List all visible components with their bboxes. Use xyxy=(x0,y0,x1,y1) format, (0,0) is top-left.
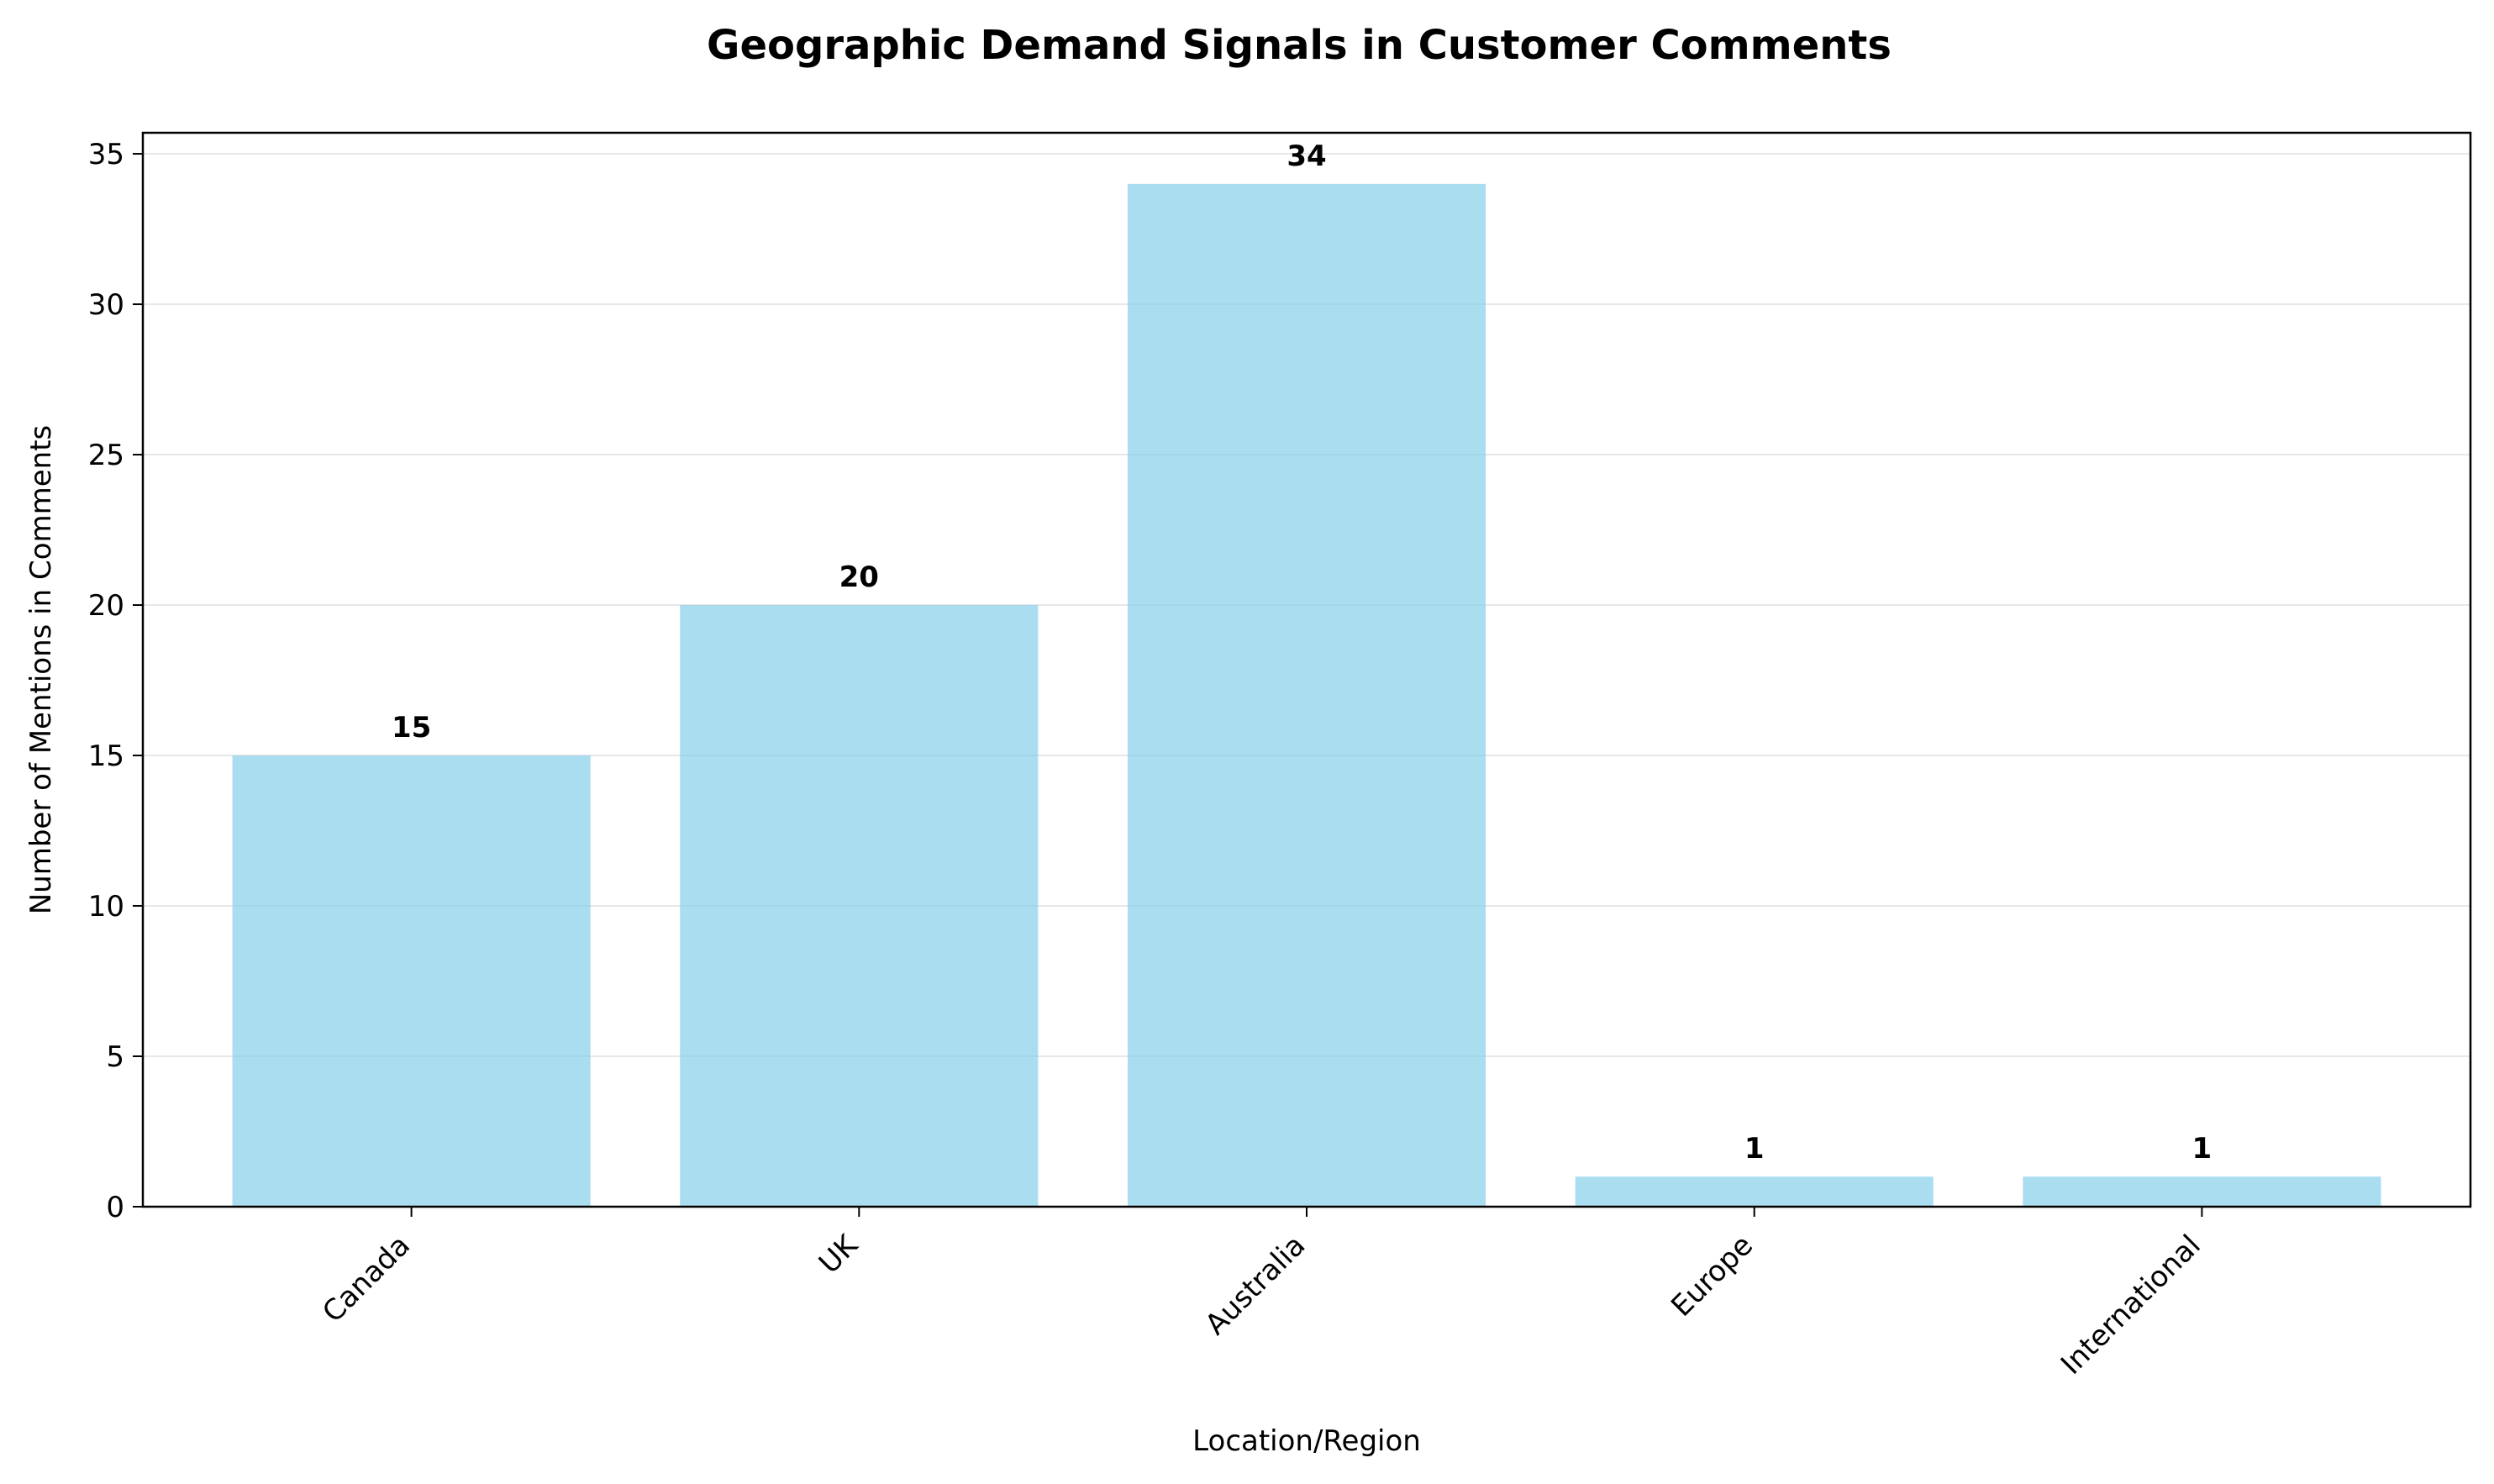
data-label: 15 xyxy=(392,711,431,745)
data-label: 34 xyxy=(1286,139,1326,173)
x-axis: Canada UK Australia Europe International xyxy=(316,1207,2207,1381)
bar xyxy=(1127,183,1486,1207)
y-tick-label: 20 xyxy=(88,589,124,623)
data-label: 20 xyxy=(839,560,879,594)
y-tick-label: 15 xyxy=(88,739,124,773)
chart-title: Geographic Demand Signals in Customer Co… xyxy=(707,22,1892,69)
x-tick-label: Europe xyxy=(1665,1229,1760,1323)
y-tick-label: 30 xyxy=(88,288,124,322)
y-axis: 0 5 10 15 20 25 30 35 xyxy=(88,138,143,1224)
y-tick-label: 10 xyxy=(88,890,124,924)
y-tick-label: 25 xyxy=(88,439,124,472)
bar xyxy=(2023,1176,2381,1207)
bar xyxy=(680,605,1039,1207)
y-axis-label: Number of Mentions in Comments xyxy=(24,425,58,915)
x-tick-label: UK xyxy=(813,1228,866,1281)
x-tick-label: Australia xyxy=(1199,1229,1313,1342)
x-tick-label: International xyxy=(2055,1229,2207,1381)
x-tick-label: Canada xyxy=(316,1229,417,1329)
y-tick-label: 35 xyxy=(88,138,124,171)
y-tick-label: 5 xyxy=(106,1040,124,1074)
x-axis-label: Location/Region xyxy=(1192,1424,1421,1458)
bar xyxy=(232,755,591,1207)
bars: 15 20 34 1 1 xyxy=(232,139,2381,1207)
y-tick-label: 0 xyxy=(106,1191,124,1224)
bar xyxy=(1575,1176,1934,1207)
data-label: 1 xyxy=(1744,1132,1765,1166)
data-label: 1 xyxy=(2192,1132,2213,1166)
